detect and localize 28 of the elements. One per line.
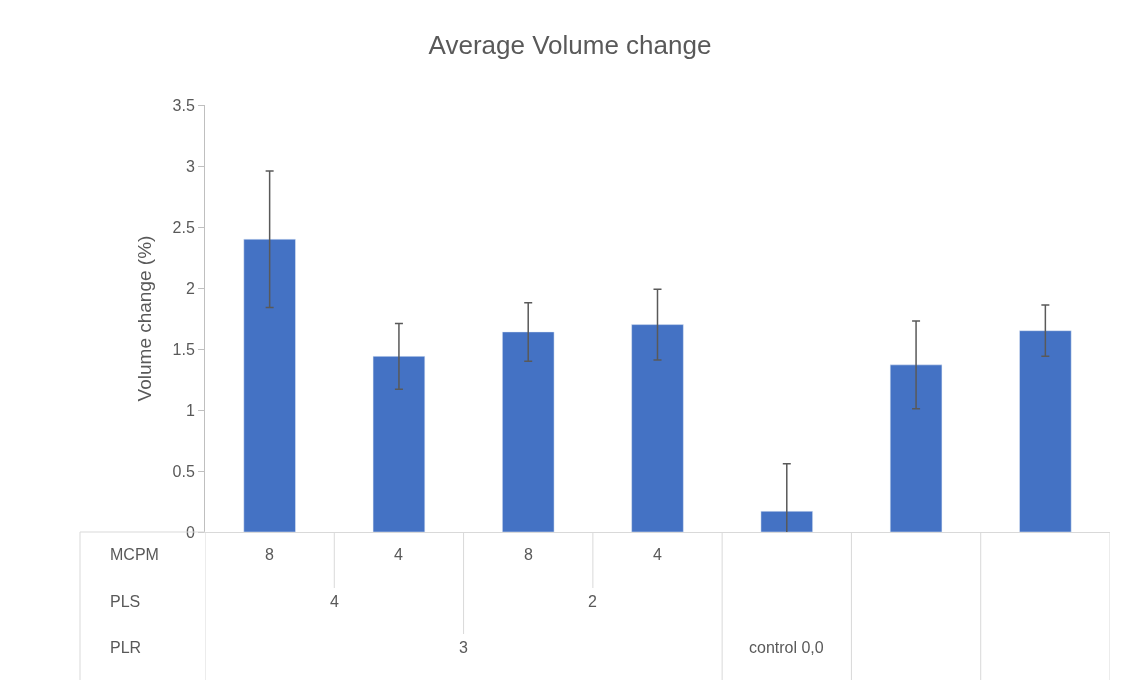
x-tick-label: 4 — [394, 546, 403, 563]
text: control 0,0 — [749, 639, 824, 656]
bar — [1019, 330, 1072, 532]
x-tick-label: 8 — [524, 546, 533, 563]
text: 2 — [588, 593, 597, 610]
y-tick-label: 1.5 — [172, 340, 195, 358]
bar — [502, 331, 555, 532]
y-axis-title: Volume change (%) — [134, 235, 156, 402]
y-tick-label: 1 — [185, 401, 195, 419]
y-tick-label: 3 — [185, 157, 195, 175]
text: 3 — [459, 639, 468, 656]
x-tick-label: 8 — [265, 546, 274, 563]
text: PLR — [110, 639, 142, 656]
bar — [631, 324, 684, 532]
bar — [760, 511, 813, 532]
chart-title: Average Volume change — [428, 30, 712, 61]
y-tick-label: 0.5 — [172, 462, 195, 480]
text: 4 — [330, 593, 339, 610]
y-tick-label: 2.5 — [172, 218, 195, 236]
y-tick-label: 2 — [185, 279, 195, 297]
bar — [243, 238, 296, 532]
text: PLS — [110, 593, 141, 610]
y-tick-label: 0 — [185, 523, 195, 541]
bar — [889, 364, 943, 532]
y-tick-label: 3.5 — [172, 96, 195, 114]
x-tick-label: 4 — [653, 546, 662, 563]
text: MCPM — [110, 546, 159, 563]
bar — [372, 356, 426, 532]
